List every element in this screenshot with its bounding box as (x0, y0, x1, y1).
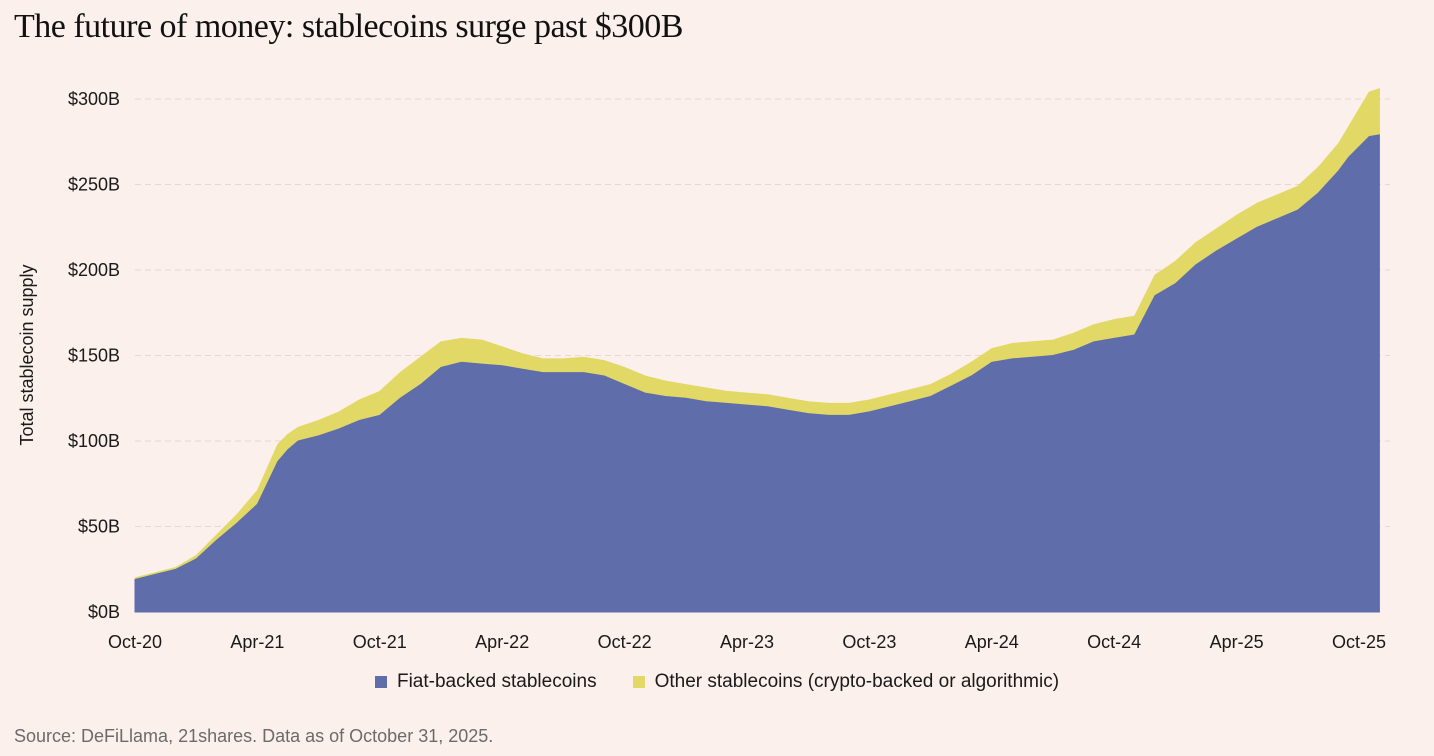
legend-item-fiat: Fiat-backed stablecoins (374, 671, 597, 693)
x-axis: Oct-20 Apr-21 Oct-21 Apr-22 Oct-22 Apr-23 Oct-… (108, 632, 1386, 652)
x-tick-label: Oct-20 (108, 632, 162, 652)
y-tick-label: $300B (68, 89, 120, 109)
y-axis: $0B $50B $100B $150B $200B $250B $300B (68, 89, 120, 622)
legend-swatch-other (632, 676, 645, 688)
x-tick-label: Oct-24 (1087, 632, 1141, 652)
x-tick-label: Oct-22 (598, 632, 652, 652)
x-tick-label: Apr-24 (965, 632, 1019, 652)
x-tick-label: Oct-23 (842, 632, 896, 652)
y-axis-title: Total stablecoin supply (17, 264, 37, 445)
legend-label-other: Other stablecoins (crypto-backed or algo… (654, 671, 1060, 692)
y-tick-label: $150B (68, 346, 120, 366)
legend-label-fiat: Fiat-backed stablecoins (396, 671, 597, 692)
legend-swatch-fiat (374, 676, 387, 688)
y-tick-label: $50B (78, 517, 120, 537)
y-tick-label: $100B (68, 431, 120, 451)
area-fiat-backed-stablecoins (134, 134, 1380, 613)
y-tick-label: $200B (68, 260, 120, 280)
legend: Fiat-backed stablecoins Other stablecoin… (0, 671, 1434, 693)
source-note: Source: DeFiLlama, 21shares. Data as of … (14, 726, 494, 746)
legend-item-other: Other stablecoins (crypto-backed or algo… (632, 671, 1060, 693)
area-series (134, 87, 1380, 613)
y-tick-label: $0B (88, 602, 120, 622)
x-tick-label: Oct-25 (1332, 632, 1386, 652)
chart-title: The future of money: stablecoins surge p… (14, 8, 683, 45)
x-tick-label: Oct-21 (353, 632, 407, 652)
x-tick-label: Apr-22 (475, 632, 529, 652)
x-tick-label: Apr-21 (230, 632, 284, 652)
y-tick-label: $250B (68, 175, 120, 195)
x-tick-label: Apr-23 (720, 632, 774, 652)
x-tick-label: Apr-25 (1210, 632, 1264, 652)
